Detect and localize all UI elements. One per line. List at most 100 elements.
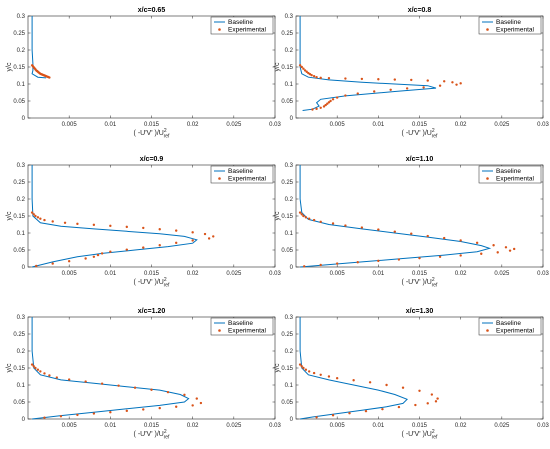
experimental-marker xyxy=(322,105,326,108)
y-tick-label: 0.15 xyxy=(281,214,293,220)
experimental-marker xyxy=(133,386,137,389)
legend-baseline-label: Baseline xyxy=(496,320,521,327)
experimental-marker xyxy=(302,214,305,218)
x-tick-label: 0.025 xyxy=(494,271,510,277)
experimental-marker xyxy=(324,103,327,107)
experimental-marker xyxy=(34,366,37,370)
experimental-marker xyxy=(310,73,313,77)
experimental-marker xyxy=(67,260,71,263)
experimental-marker xyxy=(191,231,194,234)
experimental-marker xyxy=(307,217,311,220)
y-tick-label: 0.1 xyxy=(17,383,26,389)
y-tick-label: 0.25 xyxy=(13,332,25,338)
experimental-marker xyxy=(76,222,79,226)
x-tick-label: 0.015 xyxy=(144,271,160,277)
experimental-marker xyxy=(389,88,392,91)
x-axis-label-sup: 2 xyxy=(164,277,167,283)
experimental-marker xyxy=(32,213,35,216)
y-tick-label: 0.1 xyxy=(17,82,26,88)
plot-title: x/c=0.8 xyxy=(408,7,432,14)
experimental-marker xyxy=(303,265,306,268)
y-tick-label: 0.15 xyxy=(13,65,25,71)
y-tick-label: 0.2 xyxy=(285,48,294,54)
x-tick-label: 0.03 xyxy=(269,122,281,128)
experimental-marker xyxy=(344,77,347,80)
experimental-marker xyxy=(303,69,307,72)
experimental-marker xyxy=(360,226,364,229)
experimental-marker xyxy=(100,382,104,385)
experimental-marker xyxy=(300,213,303,216)
x-tick-label: 0.025 xyxy=(226,122,242,128)
experimental-marker xyxy=(348,412,351,415)
x-axis-label-sup: 2 xyxy=(432,277,435,283)
experimental-marker xyxy=(84,257,87,260)
x-axis-label: ( -U'V' )/U2 ref xyxy=(134,429,171,441)
experimental-marker xyxy=(117,384,120,387)
experimental-marker xyxy=(30,363,34,366)
experimental-marker xyxy=(300,65,303,69)
experimental-marker xyxy=(326,102,329,105)
legend-experimental-label: Experimental xyxy=(228,27,266,34)
y-tick-label: 0 xyxy=(290,116,294,122)
experimental-marker xyxy=(63,221,67,224)
plot-title: x/c=1.10 xyxy=(406,156,434,163)
experimental-marker xyxy=(327,101,331,104)
baseline-line xyxy=(299,16,437,111)
x-tick-label: 0.015 xyxy=(144,122,160,128)
experimental-marker xyxy=(360,77,364,81)
experimental-marker xyxy=(76,413,79,417)
experimental-marker xyxy=(508,249,512,252)
legend-baseline-label: Baseline xyxy=(228,320,253,327)
y-tick-label: 0 xyxy=(290,265,294,271)
x-tick-label: 0.005 xyxy=(62,271,78,277)
x-axis-label: ( -U'V' )/U2 ref xyxy=(402,128,439,140)
experimental-marker xyxy=(475,241,479,245)
x-axis-label-sub: ref xyxy=(164,134,170,140)
legend-experimental-label: Experimental xyxy=(496,27,534,34)
experimental-marker xyxy=(385,383,388,387)
experimental-marker xyxy=(434,400,438,403)
experimental-marker xyxy=(393,78,396,81)
x-tick-label: 0.025 xyxy=(226,271,242,277)
experimental-marker xyxy=(331,414,335,417)
experimental-marker xyxy=(304,368,308,371)
x-axis-label-sub: ref xyxy=(432,283,438,289)
experimental-marker xyxy=(315,107,318,111)
x-axis-label-sup: 2 xyxy=(164,429,167,435)
experimental-marker xyxy=(438,255,442,258)
x-axis-label-main: ( -U'V' )/U xyxy=(134,279,164,286)
experimental-marker xyxy=(59,415,63,418)
x-tick-label: 0.005 xyxy=(330,271,346,277)
experimental-marker xyxy=(183,393,186,397)
x-axis-label-main: ( -U'V' )/U xyxy=(402,431,432,438)
y-tick-label: 0.3 xyxy=(17,14,26,20)
subplot-1: x/c=0.65 0 0.05 0.1 0.15 0.2 0.25 0.3 0.005 0.01 0… xyxy=(6,7,281,140)
experimental-marker xyxy=(175,229,178,232)
x-tick-label: 0.005 xyxy=(62,122,78,128)
y-tick-label: 0 xyxy=(22,116,26,122)
legend-experimental-label: Experimental xyxy=(228,176,266,183)
x-tick-label: 0.03 xyxy=(269,271,281,277)
experimental-marker xyxy=(34,214,37,218)
experimental-marker xyxy=(327,375,331,378)
y-tick-label: 0 xyxy=(22,417,26,423)
experimental-marker xyxy=(158,228,161,231)
experimental-marker xyxy=(36,216,40,219)
experimental-marker xyxy=(422,86,425,89)
experimental-marker xyxy=(175,405,178,408)
experimental-marker xyxy=(175,241,178,245)
x-tick-label: 0.015 xyxy=(144,423,160,429)
legend-experimental-label: Experimental xyxy=(496,328,534,335)
experimental-marker xyxy=(51,262,54,265)
experimental-marker xyxy=(55,376,59,379)
y-tick-label: 0.05 xyxy=(281,400,293,406)
legend-experimental-label: Experimental xyxy=(228,328,266,335)
experimental-marker xyxy=(312,74,316,78)
experimental-marker xyxy=(92,255,96,258)
x-axis-label-sup: 2 xyxy=(432,429,435,435)
subplot-3: x/c=0.9 0 0.05 0.1 0.15 0.2 0.25 0.3 0.005 0.01 0.… xyxy=(6,156,281,289)
experimental-marker xyxy=(125,248,128,251)
y-tick-label: 0.1 xyxy=(17,231,26,237)
experimental-marker xyxy=(443,236,446,240)
experimental-marker xyxy=(43,372,46,375)
